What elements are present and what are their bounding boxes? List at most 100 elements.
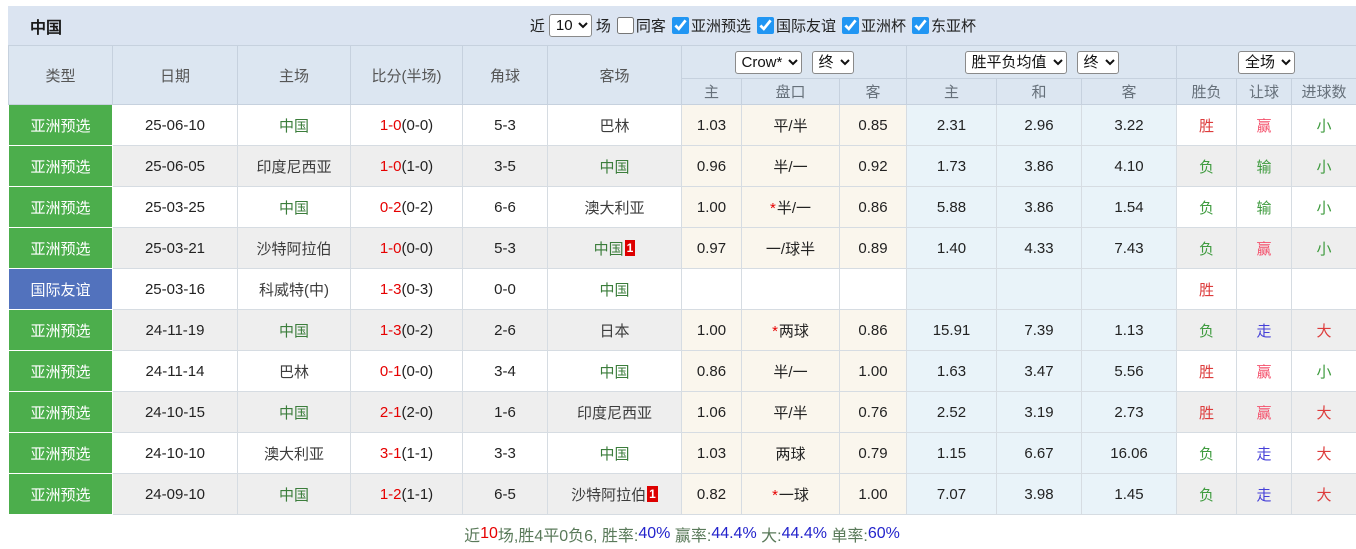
- avg-time-select[interactable]: 终: [1076, 50, 1119, 74]
- cell-handicap: 一/球半: [741, 227, 840, 269]
- summary-part: 40%: [638, 524, 671, 542]
- cell-avg-away: 1.45: [1080, 473, 1178, 515]
- cell-date: 24-11-19: [112, 309, 238, 351]
- match-count-select[interactable]: 10: [548, 14, 592, 37]
- odds-company-select[interactable]: Crow*: [734, 50, 802, 74]
- scope-select[interactable]: 全场: [1238, 50, 1296, 74]
- cell-result-goals: [1291, 268, 1356, 310]
- halftime-score: (1-0): [401, 157, 434, 175]
- cell-odds-away: 0.86: [839, 186, 907, 228]
- cell-result-goals: 大: [1291, 391, 1356, 433]
- cell-score: 1-3(0-2): [350, 309, 463, 351]
- fulltime-score: 0-1: [379, 362, 402, 380]
- cell-away-team: 中国: [547, 145, 682, 187]
- halftime-score: (0-0): [401, 239, 434, 257]
- cell-odds-home: 1.00: [681, 186, 742, 228]
- summary-part: 大:: [756, 527, 782, 545]
- table-row: 亚洲预选 24-11-14 巴林 0-1(0-0) 3-4 中国 0.86 半/一 1.00 1.…: [8, 350, 1356, 392]
- table-row: 亚洲预选 24-10-10 澳大利亚 3-1(1-1) 3-3 中国 1.03 两球 0.79 1…: [8, 432, 1356, 474]
- cell-home-team: 澳大利亚: [237, 432, 351, 474]
- asian-cup-label: 亚洲杯: [860, 18, 906, 35]
- cell-away-team: 中国: [547, 268, 682, 310]
- team-name: 印度尼西亚: [256, 158, 332, 176]
- top-strip: [0, 0, 1356, 6]
- fulltime-score: 3-1: [379, 444, 402, 462]
- sub-header-handicap-result: 让球: [1236, 78, 1293, 105]
- cell-avg-draw: 3.86: [996, 145, 1082, 187]
- cell-result-winlose: 负: [1176, 186, 1238, 228]
- cell-result-winlose: 胜: [1176, 391, 1238, 433]
- cell-avg-away: 1.13: [1080, 309, 1178, 351]
- cell-result-goals: 大: [1291, 473, 1356, 515]
- cell-type-badge: 亚洲预选: [8, 104, 113, 146]
- cell-handicap: *两球: [741, 309, 840, 351]
- avg-select[interactable]: 胜平负均值: [964, 50, 1067, 74]
- halftime-score: (0-0): [401, 116, 434, 134]
- team-title: 中国: [30, 19, 63, 37]
- cell-type-badge: 亚洲预选: [8, 186, 113, 228]
- cell-home-team: 中国: [237, 186, 351, 228]
- red-card-badge: 1: [647, 485, 658, 502]
- cell-odds-away: 0.85: [839, 104, 907, 146]
- friendly-checkbox[interactable]: [756, 17, 774, 34]
- cell-odds-away: 0.79: [839, 432, 907, 474]
- halftime-score: (0-2): [401, 321, 434, 339]
- cell-result-handicap: [1236, 268, 1293, 310]
- east-asian-cup-checkbox[interactable]: [911, 17, 929, 34]
- odds-time-select[interactable]: 终: [811, 50, 854, 74]
- team-name: 中国: [599, 445, 630, 463]
- asian-qualifiers-checkbox[interactable]: [671, 17, 689, 34]
- cell-odds-home: [681, 268, 742, 310]
- cell-avg-home: 5.88: [906, 186, 997, 228]
- cell-home-team: 印度尼西亚: [237, 145, 351, 187]
- cell-home-team: 中国: [237, 104, 351, 146]
- cell-avg-away: 3.22: [1080, 104, 1178, 146]
- cell-type-badge: 亚洲预选: [8, 473, 113, 515]
- cell-avg-away: 4.10: [1080, 145, 1178, 187]
- team-name: 中国: [278, 322, 309, 340]
- table-row: 亚洲预选 24-11-19 中国 1-3(0-2) 2-6 日本 1.00 *两球 0.86 15…: [8, 309, 1356, 351]
- cell-avg-draw: 3.47: [996, 350, 1082, 392]
- cell-avg-draw: 4.33: [996, 227, 1082, 269]
- cell-corner: 0-0: [462, 268, 548, 310]
- cell-date: 24-10-10: [112, 432, 238, 474]
- cell-date: 25-03-16: [112, 268, 238, 310]
- cell-score: 0-2(0-2): [350, 186, 463, 228]
- cell-avg-home: 2.52: [906, 391, 997, 433]
- table-row: 国际友谊 25-03-16 科威特(中) 1-3(0-3) 0-0 中国胜: [8, 268, 1356, 310]
- cell-avg-home: 2.31: [906, 104, 997, 146]
- same-away-label: 同客: [635, 18, 666, 35]
- cell-handicap: 平/半: [741, 104, 840, 146]
- cell-away-team: 日本: [547, 309, 682, 351]
- cell-corner: 5-3: [462, 227, 548, 269]
- cell-avg-draw: 6.67: [996, 432, 1082, 474]
- cell-type-badge: 亚洲预选: [8, 227, 113, 269]
- cell-date: 24-10-15: [112, 391, 238, 433]
- friendly-label: 国际友谊: [775, 18, 836, 35]
- cell-corner: 3-4: [462, 350, 548, 392]
- cell-result-handicap: 赢: [1236, 391, 1293, 433]
- cell-result-handicap: 赢: [1236, 350, 1293, 392]
- cell-avg-draw: 3.98: [996, 473, 1082, 515]
- same-away-checkbox[interactable]: [616, 17, 634, 34]
- cell-avg-away: 5.56: [1080, 350, 1178, 392]
- title-bar: 中国 近 10 场 同客 亚洲预选 国际友谊: [8, 6, 1356, 45]
- asian-cup-checkbox[interactable]: [841, 17, 859, 34]
- cell-away-team: 中国 1: [547, 227, 682, 269]
- cell-odds-away: 1.00: [839, 473, 907, 515]
- cell-result-goals: 小: [1291, 145, 1356, 187]
- cell-handicap: [741, 268, 840, 310]
- cell-result-winlose: 胜: [1176, 268, 1238, 310]
- cell-home-team: 中国: [237, 309, 351, 351]
- team-name: 中国: [599, 158, 630, 176]
- cell-home-team: 中国: [237, 473, 351, 515]
- cell-date: 25-03-25: [112, 186, 238, 228]
- cell-away-team: 印度尼西亚: [547, 391, 682, 433]
- fulltime-score: 1-3: [379, 280, 402, 298]
- fulltime-score: 1-0: [379, 239, 402, 257]
- team-name: 巴林: [599, 117, 630, 135]
- cell-score: 1-0(0-0): [350, 104, 463, 146]
- halftime-score: (1-1): [401, 444, 434, 462]
- cell-avg-draw: 7.39: [996, 309, 1082, 351]
- sub-header-avg-away: 客: [1080, 78, 1178, 105]
